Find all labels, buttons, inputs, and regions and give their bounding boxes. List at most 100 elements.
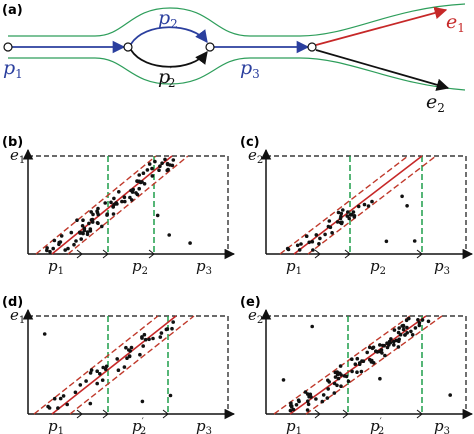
data-point <box>410 333 415 337</box>
data-point <box>109 200 113 205</box>
label-p1: p1 <box>3 57 23 81</box>
data-point <box>374 349 378 354</box>
data-point <box>112 196 116 201</box>
edge-p2-prime <box>130 49 208 68</box>
x-axis-label: p2 <box>370 257 386 277</box>
data-point <box>380 351 384 355</box>
data-point <box>409 329 413 334</box>
data-point <box>153 159 157 164</box>
panel-label: (d) <box>2 295 23 310</box>
panel-b: (b)e1 p1 p2 p3 <box>2 135 236 277</box>
corridor-upper <box>8 3 466 37</box>
panel-d: (d)e1 p1 p′ 2 p3 <box>2 295 236 434</box>
data-point <box>291 407 296 412</box>
data-point <box>338 216 343 221</box>
data-point <box>318 236 322 241</box>
data-point <box>326 387 331 391</box>
axis-tick <box>148 249 155 259</box>
data-point <box>111 205 115 209</box>
data-point <box>330 231 334 235</box>
data-point <box>307 240 312 245</box>
data-point <box>392 328 397 332</box>
data-point <box>147 337 151 342</box>
data-point <box>167 233 171 237</box>
data-point <box>127 354 132 358</box>
x-axis-label: p′ 2 <box>132 417 146 434</box>
data-point <box>378 343 382 347</box>
data-point <box>74 239 78 243</box>
data-point <box>42 332 47 336</box>
data-point <box>400 194 404 199</box>
data-point <box>95 210 100 215</box>
data-point <box>396 345 401 349</box>
data-point <box>405 331 410 335</box>
data-point <box>417 323 422 328</box>
data-point <box>100 378 105 383</box>
data-point <box>339 373 343 377</box>
data-point <box>341 208 345 212</box>
label-p2: p2 <box>158 7 178 31</box>
data-point <box>317 242 321 246</box>
data-point <box>299 242 303 246</box>
data-point <box>96 206 100 211</box>
data-point <box>342 374 347 378</box>
data-point <box>359 369 364 374</box>
axis-tick <box>76 249 83 259</box>
data-point <box>346 379 351 384</box>
data-point <box>143 337 148 342</box>
data-point <box>115 357 119 361</box>
data-point <box>157 168 161 172</box>
data-point <box>47 406 52 410</box>
data-point <box>355 370 359 375</box>
data-point <box>171 320 175 324</box>
data-point <box>351 210 356 214</box>
data-point <box>88 371 93 375</box>
y-axis-label: e2 <box>248 306 263 326</box>
data-point <box>122 195 127 199</box>
x-axis-label: p3 <box>434 417 450 434</box>
data-point <box>297 248 302 252</box>
axis-tick <box>342 409 349 419</box>
axis-tick <box>102 409 109 419</box>
data-point <box>350 369 354 374</box>
data-point <box>366 204 371 208</box>
data-point <box>165 168 169 173</box>
band-line <box>35 155 157 255</box>
label-p2-prime: p′ 2 <box>158 64 176 90</box>
data-point <box>91 212 95 217</box>
data-point <box>138 352 142 357</box>
corridor-lower <box>8 57 466 91</box>
data-point <box>417 321 422 325</box>
data-point <box>335 372 340 377</box>
band-line <box>69 315 195 415</box>
data-point <box>142 332 147 337</box>
data-point <box>389 337 393 341</box>
data-point <box>384 239 389 244</box>
band-line <box>33 315 159 415</box>
data-point <box>168 393 173 398</box>
data-point <box>370 199 374 204</box>
edge-p2 <box>130 26 208 45</box>
data-point <box>111 212 116 216</box>
data-point <box>66 246 70 251</box>
data-point <box>89 368 94 372</box>
data-point <box>285 246 290 251</box>
data-point <box>137 186 141 191</box>
data-point <box>142 182 147 186</box>
data-point <box>335 220 340 224</box>
data-point <box>303 390 308 394</box>
data-point <box>314 397 318 401</box>
data-point <box>327 380 332 384</box>
data-point <box>98 372 102 376</box>
data-point <box>352 215 357 219</box>
data-point <box>357 361 362 365</box>
data-point <box>378 376 382 381</box>
data-point <box>385 341 389 346</box>
data-point <box>289 405 294 409</box>
data-point <box>87 221 91 226</box>
data-point <box>117 190 121 194</box>
band-line <box>67 155 189 255</box>
edge-e2 <box>315 49 450 91</box>
data-point <box>75 218 79 222</box>
